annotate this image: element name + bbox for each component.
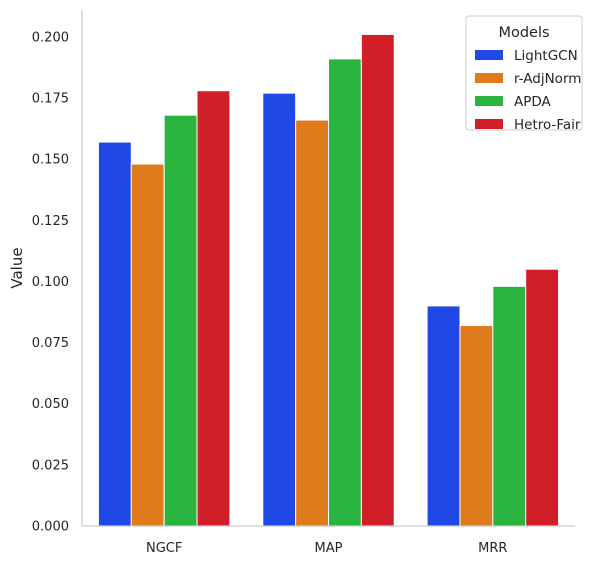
- bar-r-adjnorm-mrr: [459, 324, 494, 527]
- y-tick-label: 0.150: [32, 153, 69, 168]
- legend-items: LightGCN r-AdjNorm APDA Hetro-Fair: [475, 48, 581, 133]
- legend-label: LightGCN: [514, 48, 578, 64]
- y-tick-label: 0.000: [32, 520, 69, 535]
- y-tick-label: 0.100: [32, 275, 69, 290]
- y-tick-label: 0.050: [32, 397, 69, 412]
- bar-hetro-fair-mrr: [525, 268, 560, 527]
- y-tick-label: 0.075: [32, 336, 69, 351]
- legend: Models LightGCN r-AdjNorm APDA Hetro-Fair: [465, 15, 583, 133]
- y-tick-label: 0.200: [32, 30, 69, 45]
- bar-apda-ngcf: [163, 114, 198, 527]
- legend-label: r-AdjNorm: [514, 71, 581, 87]
- x-tick-label: NGCF: [146, 541, 182, 556]
- legend-label: Hetro-Fair: [514, 117, 581, 133]
- bars-layer: [97, 33, 560, 527]
- legend-label: APDA: [514, 94, 552, 110]
- legend-swatch: [475, 96, 503, 106]
- y-axis-title: Value: [8, 247, 26, 288]
- bar-r-adjnorm-map: [295, 119, 330, 527]
- y-tick-label: 0.125: [32, 214, 69, 229]
- legend-swatch: [475, 119, 503, 129]
- legend-title: Models: [498, 25, 549, 41]
- bar-lightgcn-ngcf: [97, 141, 132, 527]
- legend-swatch: [475, 73, 503, 83]
- y-tick-labels: 0.000 0.025 0.050 0.075 0.100 0.125 0.150 0.175…: [32, 30, 69, 534]
- bar-apda-mrr: [492, 285, 527, 527]
- bar-lightgcn-map: [262, 92, 297, 527]
- bar-r-adjnorm-ngcf: [130, 163, 165, 527]
- y-tick-label: 0.025: [32, 458, 69, 473]
- bar-apda-map: [328, 58, 362, 527]
- x-tick-label: MAP: [315, 541, 343, 556]
- y-tick-label: 0.175: [32, 92, 69, 107]
- bar-lightgcn-mrr: [426, 305, 461, 527]
- x-tick-labels: NGCF MAP MRR: [146, 541, 507, 556]
- axes-layer: [81, 10, 575, 527]
- bar-hetro-fair-ngcf: [196, 90, 231, 527]
- bar-hetro-fair-map: [360, 33, 395, 527]
- x-tick-label: MRR: [478, 541, 507, 556]
- legend-swatch: [475, 50, 503, 60]
